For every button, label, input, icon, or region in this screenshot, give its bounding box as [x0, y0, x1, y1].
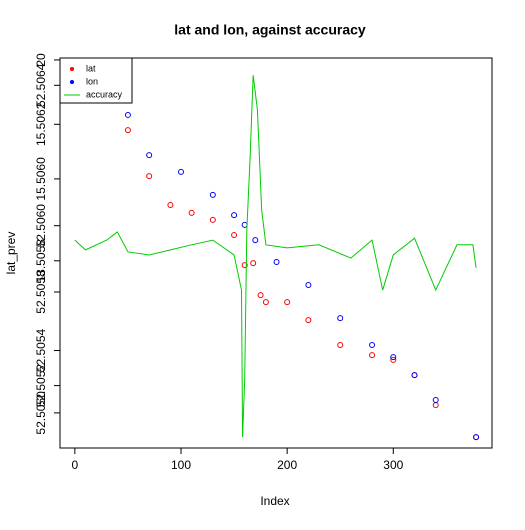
lat-point	[231, 232, 238, 239]
lon-point	[473, 434, 480, 441]
lat-point	[188, 209, 195, 216]
y-tick-label: 52.5064	[34, 63, 48, 107]
y-tick-label: 52.5058	[34, 270, 48, 314]
lat-point	[241, 262, 248, 269]
y-tick-label: 52.5050	[34, 391, 48, 435]
lat-point	[250, 260, 257, 267]
lon-point	[432, 397, 439, 404]
lon-point	[231, 212, 238, 219]
y-tick-label: 15.5060	[34, 157, 48, 201]
legend-label: accuracy	[86, 89, 123, 99]
lon-point	[146, 152, 153, 159]
lon-point	[178, 168, 185, 175]
legend-swatch	[70, 67, 74, 71]
lat-point	[262, 299, 269, 306]
y-tick-label: 52.5052	[34, 364, 48, 408]
x-tick-label: 200	[277, 458, 297, 472]
y-tick-label: 52.5060	[34, 204, 48, 248]
accuracy-line	[74, 75, 477, 438]
lon-point	[209, 191, 216, 198]
lat-point	[432, 402, 439, 409]
lon-point	[273, 258, 280, 265]
lat-point	[124, 127, 131, 134]
y-tick-label: 20	[34, 53, 48, 67]
y-axis-label: lat_prev	[4, 232, 18, 275]
x-tick-label: 0	[72, 458, 79, 472]
lat-point	[305, 317, 312, 324]
lat-point	[337, 342, 344, 349]
y-tick-label: 52.5054	[34, 328, 48, 372]
lon-point	[252, 237, 259, 244]
lon-point	[124, 111, 131, 118]
lon-point	[390, 354, 397, 361]
x-tick-label: 100	[171, 458, 191, 472]
chart-title: lat and lon, against accuracy	[174, 22, 366, 38]
lat-point	[369, 352, 376, 359]
lat-point	[167, 202, 174, 209]
lon-point	[337, 315, 344, 322]
plot-frame	[59, 57, 493, 449]
x-axis-label: Index	[260, 494, 289, 508]
lon-point	[369, 342, 376, 349]
lat-point	[146, 173, 153, 180]
lat-point	[209, 216, 216, 223]
legend-label: lon	[86, 76, 98, 86]
lat-point	[390, 356, 397, 363]
lat-point	[284, 299, 291, 306]
lon-point	[411, 372, 418, 379]
legend-swatch	[70, 80, 74, 84]
y-tick-label: 13.5058	[34, 239, 48, 283]
x-tick-label: 300	[383, 458, 403, 472]
lon-point	[305, 281, 312, 288]
lon-point	[241, 221, 248, 228]
lat-point	[257, 292, 264, 299]
legend-label: lat	[86, 63, 96, 73]
y-tick-label: 15.5062	[34, 102, 48, 146]
legend: lat lon accuracy	[59, 57, 133, 104]
